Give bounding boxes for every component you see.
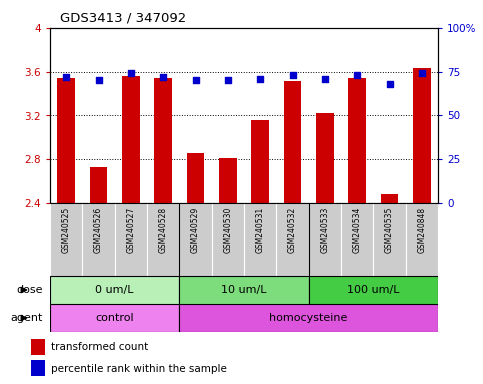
Bar bbox=[186, 153, 204, 203]
Text: 0 um/L: 0 um/L bbox=[96, 285, 134, 295]
Point bbox=[224, 78, 232, 84]
Bar bbox=[406, 203, 438, 276]
Point bbox=[385, 81, 393, 87]
Bar bbox=[276, 203, 309, 276]
Point bbox=[62, 74, 70, 80]
Point bbox=[418, 70, 426, 76]
Point bbox=[95, 78, 102, 84]
Bar bbox=[341, 203, 373, 276]
Text: GSM240848: GSM240848 bbox=[417, 207, 426, 253]
Bar bbox=[179, 276, 309, 304]
Text: GSM240527: GSM240527 bbox=[127, 207, 135, 253]
Text: percentile rank within the sample: percentile rank within the sample bbox=[51, 364, 227, 374]
Text: GSM240534: GSM240534 bbox=[353, 207, 362, 253]
Point bbox=[321, 76, 329, 82]
Bar bbox=[122, 76, 140, 203]
Bar bbox=[179, 203, 212, 276]
Point bbox=[353, 72, 361, 78]
Bar bbox=[154, 78, 172, 203]
Bar bbox=[82, 203, 114, 276]
Point bbox=[289, 72, 297, 78]
Bar bbox=[57, 78, 75, 203]
Text: GSM240525: GSM240525 bbox=[62, 207, 71, 253]
Point bbox=[159, 74, 167, 80]
Point bbox=[256, 76, 264, 82]
Bar bbox=[50, 203, 82, 276]
Bar bbox=[147, 203, 179, 276]
Text: GSM240532: GSM240532 bbox=[288, 207, 297, 253]
Text: agent: agent bbox=[10, 313, 43, 323]
Bar bbox=[179, 304, 438, 332]
Bar bbox=[50, 276, 179, 304]
Bar bbox=[251, 120, 269, 203]
Bar bbox=[244, 203, 276, 276]
Point bbox=[127, 70, 135, 76]
Text: 100 um/L: 100 um/L bbox=[347, 285, 399, 295]
Bar bbox=[31, 339, 45, 355]
Text: 10 um/L: 10 um/L bbox=[221, 285, 267, 295]
Text: GSM240526: GSM240526 bbox=[94, 207, 103, 253]
Text: GSM240533: GSM240533 bbox=[320, 207, 329, 253]
Text: homocysteine: homocysteine bbox=[270, 313, 348, 323]
Point bbox=[192, 78, 199, 84]
Bar bbox=[309, 203, 341, 276]
Bar bbox=[31, 360, 45, 376]
Text: control: control bbox=[95, 313, 134, 323]
Bar bbox=[381, 194, 398, 203]
Text: GSM240528: GSM240528 bbox=[159, 207, 168, 253]
Bar bbox=[90, 167, 107, 203]
Bar bbox=[373, 203, 406, 276]
Text: GSM240531: GSM240531 bbox=[256, 207, 265, 253]
Text: GDS3413 / 347092: GDS3413 / 347092 bbox=[60, 11, 186, 24]
Text: GSM240535: GSM240535 bbox=[385, 207, 394, 253]
Text: dose: dose bbox=[16, 285, 43, 295]
Text: GSM240529: GSM240529 bbox=[191, 207, 200, 253]
Text: transformed count: transformed count bbox=[51, 342, 148, 352]
Text: GSM240530: GSM240530 bbox=[223, 207, 232, 253]
Bar bbox=[219, 158, 237, 203]
Bar bbox=[212, 203, 244, 276]
Bar bbox=[309, 276, 438, 304]
Bar bbox=[50, 304, 179, 332]
Bar bbox=[316, 113, 334, 203]
Bar bbox=[413, 68, 431, 203]
Bar bbox=[284, 81, 301, 203]
Bar bbox=[114, 203, 147, 276]
Bar bbox=[348, 78, 366, 203]
